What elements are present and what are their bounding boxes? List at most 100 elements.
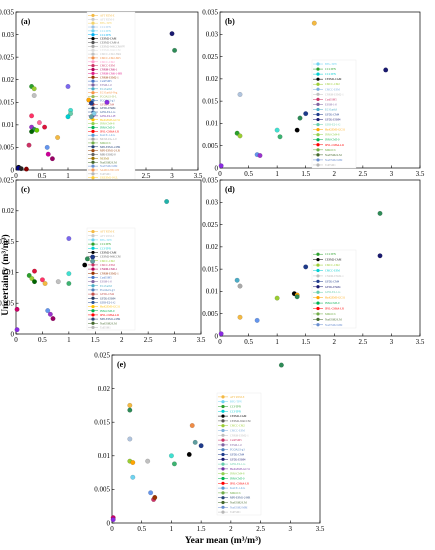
data-point	[303, 111, 309, 117]
legend-entry: CanESM5	[325, 98, 337, 101]
legend-entry: INM-CM5-0	[325, 302, 340, 305]
legend-marker	[316, 77, 320, 81]
data-point	[39, 277, 45, 283]
legend-entry: BFG-TPN	[230, 401, 242, 404]
legend-entry: BFG-TPN	[100, 22, 112, 25]
legend-entry: CCI-TPN	[100, 243, 111, 246]
panel-label: (e)	[117, 360, 126, 369]
legend-marker	[91, 304, 95, 309]
legend-entry: GFDL-CM4	[325, 114, 340, 117]
legend-marker	[91, 106, 95, 110]
y-tick-label: 0	[107, 519, 111, 527]
legend-marker	[221, 433, 225, 437]
x-tick-label: 3.5	[194, 172, 203, 180]
legend-marker	[316, 72, 320, 76]
legend-entry: CCI-TPN	[100, 30, 111, 33]
x-tick-label: 3.5	[416, 338, 425, 346]
legend-entry: IPSL-CM6A-LR	[230, 482, 249, 485]
x-tick-label: 0.5	[38, 336, 47, 344]
legend-entry: CMCC-ESM	[100, 264, 115, 267]
legend-marker	[91, 44, 95, 48]
legend-entry: FGOALS-g3	[230, 449, 245, 452]
data-point	[234, 277, 240, 283]
legend-marker	[91, 263, 95, 267]
y-axis-label: Uncertainty (m³/m³)	[0, 234, 11, 315]
y-tick-label: 0	[215, 332, 219, 340]
legend-marker	[91, 52, 95, 56]
data-point	[49, 156, 55, 162]
data-point	[377, 253, 383, 259]
data-point	[237, 283, 243, 289]
legend-entry: EC-Earth3	[100, 88, 113, 91]
data-point	[218, 331, 224, 337]
legend-entry: CNRM-ESM2-1	[325, 275, 344, 278]
y-tick-label: 0.005	[0, 144, 15, 152]
legend-entry: NorESM2-LM	[230, 502, 247, 505]
x-tick-label: 1	[275, 170, 279, 178]
x-tick-label: 2.5	[358, 170, 367, 178]
legend-entry: CCI-TPN	[325, 68, 336, 71]
legend-marker	[91, 67, 95, 72]
legend-marker	[91, 94, 95, 99]
legend-marker	[91, 176, 95, 180]
x-tick-label: 0.5	[38, 172, 47, 180]
x-tick-label: 0	[110, 525, 114, 533]
legend-marker	[221, 457, 225, 461]
legend-entry: HadGEM3-GC31	[100, 306, 120, 309]
legend-entry: EC-Earth3	[100, 285, 113, 288]
y-tick-label: 0.005	[202, 142, 218, 150]
y-tick-label: 0.02	[2, 207, 15, 215]
legend-entry: INM-CM4-8	[100, 123, 115, 126]
data-point	[254, 317, 260, 323]
legend-marker	[316, 274, 320, 278]
legend-marker	[221, 500, 225, 505]
x-tick-label: 2.5	[358, 338, 367, 346]
data-point	[303, 264, 309, 270]
data-point	[127, 402, 133, 408]
legend-entry: GISS-E2-1-G	[100, 111, 115, 114]
data-point	[66, 271, 72, 277]
legend-entry: AFT RTM-S	[100, 235, 115, 238]
panel-label: (d)	[225, 185, 235, 194]
legend-marker	[221, 419, 225, 423]
data-point	[237, 133, 243, 139]
y-tick-label: 0.015	[202, 265, 218, 273]
legend-entry: AFT RTM-S	[100, 18, 115, 21]
y-tick-label: 0.025	[202, 221, 218, 229]
legend-marker	[316, 62, 320, 66]
y-tick-label: 0.015	[202, 97, 218, 105]
y-tick-label: 0.01	[206, 120, 219, 128]
legend-entry: MPI-ESM1-2-HR	[230, 497, 250, 500]
legend-marker	[221, 395, 225, 399]
legend-entry: E3SM-1-0	[100, 281, 112, 284]
legend-marker	[316, 258, 320, 262]
legend-entry: CanESM5	[100, 80, 112, 83]
y-tick-label: 0.03	[2, 31, 15, 39]
data-point	[45, 308, 51, 314]
legend-marker	[316, 158, 320, 162]
y-tick-label: 0.005	[94, 486, 110, 494]
data-point	[42, 124, 48, 130]
data-point	[130, 474, 136, 480]
data-point	[237, 314, 243, 320]
y-tick-label: 0.005	[202, 310, 218, 318]
legend-entry: CNRM-ESM2-1	[325, 93, 344, 96]
legend: CCI-TPN CESM2-CAM CMCC-CM2 CMCC-ESM CNRM-ESM…	[311, 249, 357, 329]
legend-entry: EC-Earth3	[325, 108, 338, 111]
legend-marker	[91, 29, 95, 33]
legend-box	[311, 249, 357, 329]
legend-entry: CESM2-CAM	[100, 251, 117, 254]
x-tick-label: 3.5	[316, 525, 325, 533]
legend-entry: HadGEM3-GC31	[100, 119, 120, 122]
chart-panel: 0 0.5 1 1.5 2 2.5 3 3.5 0 0.005 0.01 0.015 0.02 0.025…	[202, 8, 425, 178]
legend-marker	[91, 83, 95, 87]
legend-marker	[91, 129, 95, 133]
legend-marker	[91, 271, 95, 275]
x-tick-label: 2	[120, 336, 124, 344]
legend-entry: GFDL-CM4	[230, 454, 245, 457]
legend-marker	[91, 13, 95, 18]
data-point	[23, 166, 29, 172]
data-point	[26, 273, 32, 278]
